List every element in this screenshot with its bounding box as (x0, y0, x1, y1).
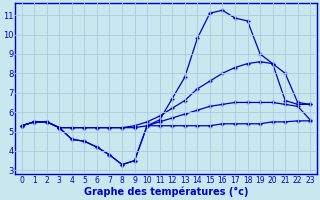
X-axis label: Graphe des températures (°c): Graphe des températures (°c) (84, 186, 248, 197)
